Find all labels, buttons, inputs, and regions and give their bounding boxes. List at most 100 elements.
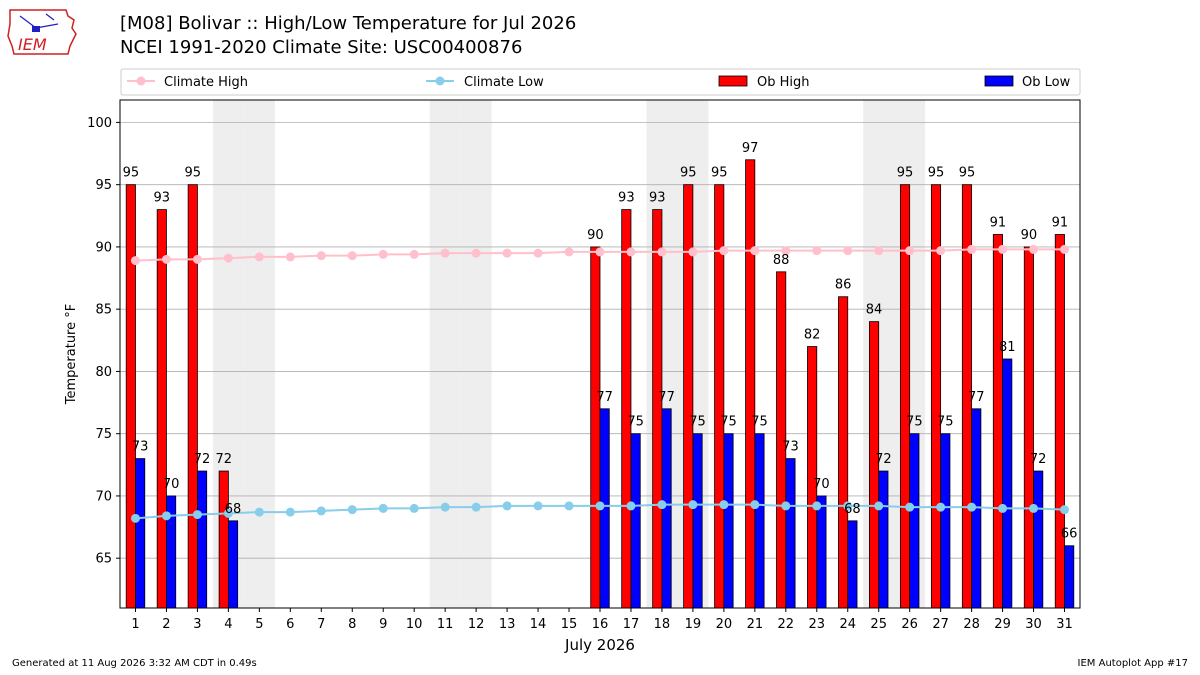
- climate-low-point-day-13: [502, 501, 512, 511]
- x-tick-label-1: 1: [131, 617, 139, 632]
- x-tick-label-7: 7: [317, 617, 325, 632]
- climate-low-point-day-6: [285, 507, 295, 517]
- ob-high-label-day-28: 95: [959, 166, 976, 181]
- legend-label-ob-high: Ob High: [757, 75, 810, 90]
- ob-high-label-day-2: 93: [154, 191, 171, 206]
- climate-low-point-day-18: [657, 500, 667, 510]
- legend-box: [120, 68, 1081, 96]
- y-axis-label: Temperature °F: [64, 304, 79, 405]
- iem-logo: IEM: [7, 9, 77, 55]
- weekend-shade-day-12: [460, 100, 492, 608]
- ob-high-label-day-26: 95: [897, 166, 914, 181]
- climate-high-point-day-13: [502, 248, 512, 258]
- ob-low-label-day-17: 75: [627, 415, 644, 430]
- climate-low-point-day-29: [998, 503, 1008, 513]
- generated-note: Generated at 11 Aug 2026 3:32 AM CDT in …: [12, 658, 257, 669]
- climate-low-point-day-16: [595, 501, 605, 511]
- ob-low-bar-day-22: [785, 458, 796, 609]
- legend-ob-low: Ob Low: [984, 75, 1071, 90]
- climate-low-point-day-12: [471, 502, 481, 512]
- x-tick-label-4: 4: [224, 617, 232, 632]
- climate-high-point-day-28: [967, 244, 977, 254]
- x-tick-label-22: 22: [778, 617, 795, 632]
- climate-high-point-day-18: [657, 247, 667, 257]
- ob-high-label-day-4: 72: [215, 452, 232, 467]
- climate-high-point-day-27: [936, 246, 946, 256]
- ob-high-bar-day-30: [1023, 246, 1034, 609]
- ob-low-bar-day-21: [754, 433, 765, 609]
- ob-low-bar-day-17: [630, 433, 641, 609]
- ob-low-bar-day-19: [692, 433, 703, 609]
- y-tick-label-85: 85: [95, 303, 112, 318]
- climate-high-point-day-17: [626, 247, 636, 257]
- ob-high-bar-day-21: [745, 159, 756, 609]
- climate-high-point-day-14: [533, 248, 543, 258]
- climate-high-point-day-23: [812, 246, 822, 256]
- climate-low-point-day-20: [719, 500, 729, 510]
- ob-high-label-day-21: 97: [742, 141, 759, 156]
- climate-low-point-day-25: [874, 501, 884, 511]
- legend-label-ob-low: Ob Low: [1022, 75, 1071, 90]
- x-tick-label-27: 27: [932, 617, 949, 632]
- x-tick-label-23: 23: [809, 617, 826, 632]
- x-tick-label-20: 20: [716, 617, 733, 632]
- climate-high-point-day-16: [595, 247, 605, 257]
- ob-high-bar-day-17: [621, 209, 632, 609]
- ob-low-label-day-28: 77: [968, 390, 985, 405]
- climate-lines: [130, 244, 1070, 523]
- climate-high-point-day-24: [843, 246, 853, 256]
- climate-low-point-day-7: [316, 506, 326, 516]
- ob-high-label-day-24: 86: [835, 278, 852, 293]
- data-labels: 95 93 95 72 90 93 93 95 95 97 88 82 86 84 95 95 95 91 90 91…: [123, 141, 1078, 542]
- ob-low-label-day-26: 75: [906, 415, 923, 430]
- climate-high-point-day-15: [564, 247, 574, 257]
- ob-low-label-day-22: 73: [782, 440, 799, 455]
- x-tick-label-31: 31: [1056, 617, 1073, 632]
- climate-low-point-day-26: [905, 502, 915, 512]
- climate-high-point-day-1: [130, 256, 140, 266]
- legend: Climate High Climate Low Ob High Ob Low: [120, 68, 1081, 96]
- x-tick-label-17: 17: [623, 617, 640, 632]
- x-tick-label-3: 3: [193, 617, 201, 632]
- ob-high-label-day-1: 95: [123, 166, 140, 181]
- ob-low-label-day-29: 81: [999, 340, 1016, 355]
- climate-high-point-day-31: [1060, 244, 1070, 254]
- climate-low-point-day-8: [347, 505, 357, 515]
- y-tick-label-100: 100: [87, 116, 112, 131]
- chart-title: [M08] Bolivar :: High/Low Temperature fo…: [120, 12, 576, 60]
- app-note: IEM Autoplot App #17: [1077, 658, 1188, 669]
- ob-low-label-day-19: 75: [689, 415, 706, 430]
- x-tick-label-13: 13: [499, 617, 516, 632]
- ob-low-bar-day-20: [723, 433, 734, 609]
- x-tick-label-18: 18: [654, 617, 671, 632]
- climate-low-point-day-28: [967, 502, 977, 512]
- ob-high-bar-day-29: [992, 234, 1003, 609]
- x-tick-label-5: 5: [255, 617, 263, 632]
- ob-low-bar-day-29: [1002, 358, 1013, 609]
- climate-low-point-day-2: [161, 511, 171, 521]
- ob-low-label-day-27: 75: [937, 415, 954, 430]
- y-tick-label-95: 95: [95, 178, 112, 193]
- climate-low-point-day-5: [254, 507, 264, 517]
- climate-high-point-day-20: [719, 246, 729, 256]
- x-tick-label-15: 15: [561, 617, 578, 632]
- climate-low-point-day-19: [688, 500, 698, 510]
- climate-low-point-day-31: [1060, 505, 1070, 515]
- climate-low-point-day-9: [378, 503, 388, 513]
- legend-climate-high: Climate High: [127, 75, 248, 90]
- ob-high-bar-day-18: [652, 209, 663, 609]
- x-tick-label-16: 16: [592, 617, 609, 632]
- climate-low-point-day-4: [223, 508, 233, 518]
- ob-low-label-day-1: 73: [132, 440, 149, 455]
- climate-high-point-day-22: [781, 246, 791, 256]
- climate-high-point-day-2: [161, 254, 171, 264]
- x-tick-label-25: 25: [870, 617, 887, 632]
- climate-high-point-day-10: [409, 249, 419, 259]
- ob-low-label-day-21: 75: [751, 415, 768, 430]
- climate-low-point-day-23: [812, 501, 822, 511]
- ob-high-label-day-29: 91: [990, 215, 1007, 230]
- x-tick-label-29: 29: [994, 617, 1011, 632]
- iowa-outline: [7, 9, 77, 55]
